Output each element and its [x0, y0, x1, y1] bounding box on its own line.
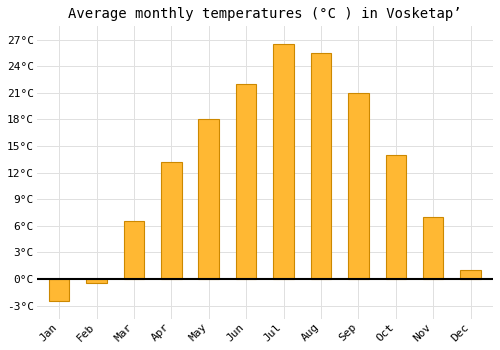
Bar — [236, 84, 256, 279]
Bar — [274, 44, 294, 279]
Bar — [460, 270, 481, 279]
Bar — [198, 119, 219, 279]
Bar — [161, 162, 182, 279]
Bar — [86, 279, 107, 284]
Bar — [49, 279, 70, 301]
Bar — [386, 155, 406, 279]
Bar — [310, 53, 332, 279]
Bar — [348, 93, 368, 279]
Title: Average monthly temperatures (°C ) in Vosketapʼ: Average monthly temperatures (°C ) in Vo… — [68, 7, 462, 21]
Bar — [423, 217, 444, 279]
Bar — [124, 221, 144, 279]
